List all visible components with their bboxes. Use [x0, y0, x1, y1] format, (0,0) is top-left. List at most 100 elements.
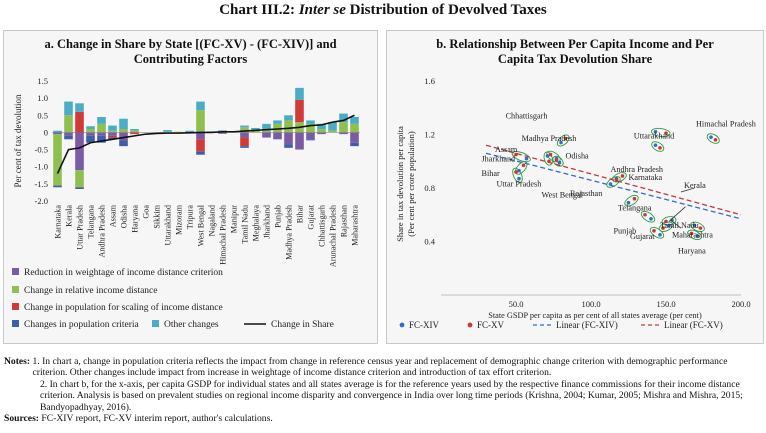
- bar-segment: [64, 135, 73, 140]
- category-label: Punjab: [274, 205, 283, 228]
- bar-segment: [97, 117, 106, 124]
- bar-segment: [240, 127, 249, 133]
- category-label: Assam: [109, 204, 118, 227]
- sources-label: Sources:: [4, 413, 42, 425]
- bar-segment: [196, 151, 205, 155]
- bar-segment: [53, 185, 62, 188]
- bar-segment: [163, 131, 172, 133]
- category-label: Haryana: [131, 205, 140, 233]
- bar-segment: [339, 132, 348, 135]
- bar-segment: [262, 132, 271, 138]
- category-label: Rajasthan: [340, 205, 349, 237]
- state-ellipse: [687, 229, 702, 240]
- legend-label: Other changes: [164, 320, 219, 330]
- bar-segment: [251, 127, 260, 131]
- y-axis-label-2: (Per cent per crore population): [406, 131, 416, 237]
- state-label: Telangana: [618, 204, 652, 213]
- legend-label: Changes in population criteria: [24, 320, 140, 330]
- x-tick-label: 100.0: [581, 299, 600, 309]
- label-pointer: [680, 187, 695, 193]
- bar-segment: [240, 125, 249, 128]
- scatter-point: [557, 160, 562, 165]
- legend-swatch: [12, 303, 19, 310]
- scatter-point: [547, 159, 551, 164]
- bar-segment: [328, 130, 337, 133]
- note-1: Notes: 1. In chart a, change in populati…: [4, 356, 728, 379]
- y-tick-label: 0.8: [424, 183, 435, 193]
- bar-segment: [240, 137, 249, 147]
- y-tick-label: 0.5: [37, 110, 48, 120]
- scatter-point: [658, 233, 662, 237]
- bar-segment: [185, 130, 194, 133]
- bar-segment: [284, 115, 293, 121]
- category-label: Gujarat: [307, 204, 316, 229]
- bar-segment: [119, 118, 128, 129]
- bar-segment: [86, 129, 95, 133]
- bar-segment: [97, 135, 106, 143]
- scatter-point: [653, 143, 658, 147]
- bar-segment: [317, 132, 326, 135]
- x-tick-label: 150.0: [656, 299, 675, 309]
- bar-segment: [64, 115, 73, 133]
- bar-segment: [284, 144, 293, 148]
- panel-a-chart: -2.0 -1.5 -1.0 -0.5 0 0.5 1.0 1.5 Per cent of ta…: [12, 76, 360, 330]
- state-ellipse: [640, 210, 656, 223]
- scatter-point: [692, 223, 697, 228]
- y-tick-label: 0.4: [424, 237, 435, 247]
- y-axis-label: Per cent of tax devolution: [13, 94, 23, 187]
- bar-segment: [97, 123, 106, 133]
- scatter-point: [559, 140, 563, 145]
- change-in-share-line: [56, 114, 355, 174]
- legend-label: FC-XV: [477, 320, 505, 330]
- bar-segment: [218, 130, 227, 132]
- state-label: Assam: [495, 145, 518, 154]
- bar-segment: [350, 132, 359, 143]
- scatter-point: [545, 154, 550, 158]
- category-label: Karnataka: [54, 205, 63, 239]
- notes-label: Notes:: [4, 356, 33, 367]
- bar-segment: [284, 132, 293, 145]
- bar-segment: [86, 126, 95, 129]
- bar-segment: [196, 139, 205, 152]
- category-label: Jharkhand: [263, 205, 272, 239]
- bar-segment: [262, 123, 271, 131]
- bar-segment: [273, 132, 282, 140]
- bar-segment: [218, 133, 227, 134]
- bar-segment: [339, 113, 348, 123]
- scatter-point: [548, 152, 553, 157]
- panel-b: b. Relationship Between Per Capita Incom…: [386, 30, 764, 344]
- scatter-point: [713, 138, 718, 142]
- state-label: Kerala: [684, 181, 706, 190]
- bar-segment: [119, 129, 128, 133]
- bar-segment: [306, 139, 315, 141]
- legend-swatch: [467, 322, 473, 328]
- x-tick-label: 200.0: [731, 299, 750, 309]
- scatter-point: [649, 216, 653, 221]
- bar-segment: [218, 132, 227, 134]
- panel-a-title: a. Change in Share by State [(FC-XV) - (…: [44, 37, 337, 66]
- state-ellipse: [606, 176, 621, 188]
- y-tick-label: 0: [44, 127, 48, 137]
- scatter-point: [614, 178, 619, 182]
- state-ellipse: [651, 141, 665, 152]
- scatter-point: [517, 176, 521, 181]
- category-label: Telangana: [87, 205, 96, 239]
- bar-segment: [130, 132, 139, 135]
- label-pointer: [668, 206, 686, 222]
- bar-segment: [273, 123, 282, 133]
- bar-segment: [317, 129, 326, 133]
- legend-label: FC-XIV: [409, 320, 440, 330]
- bar-segment: [306, 132, 315, 140]
- scatter-point: [658, 146, 662, 150]
- category-label: Sikkim: [153, 204, 162, 228]
- state-label: Andhra Pradesh: [611, 165, 664, 174]
- state-label: Chhattisgarh: [506, 111, 548, 120]
- bar-segment: [119, 132, 128, 141]
- state-label: Karnataka: [629, 173, 663, 182]
- bar-segment: [97, 132, 106, 136]
- y-tick-label: 1.0: [37, 93, 48, 103]
- scatter-point: [514, 152, 518, 157]
- bar-segment: [295, 87, 304, 100]
- bar-segment: [75, 103, 84, 112]
- bar-segment: [306, 123, 315, 133]
